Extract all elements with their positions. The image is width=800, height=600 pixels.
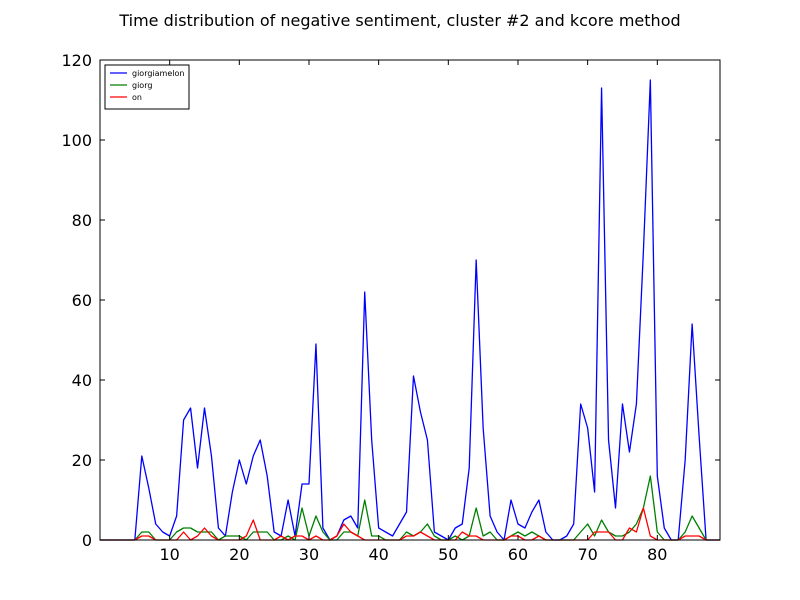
- series-line-giorgiamelon: [100, 79, 720, 541]
- plot-area: [100, 60, 720, 540]
- y-tick-label: 100: [61, 131, 92, 150]
- x-tick-label: 10: [159, 545, 179, 564]
- x-tick-label: 40: [368, 545, 388, 564]
- y-tick-label: 0: [82, 531, 92, 550]
- x-tick-label: 70: [577, 545, 597, 564]
- y-tick-label: 20: [72, 451, 92, 470]
- legend-label-giorg: giorg: [132, 81, 152, 90]
- legend-label-on: on: [132, 93, 142, 102]
- legend-box: [104, 64, 190, 110]
- chart-title: Time distribution of negative sentiment,…: [118, 11, 680, 30]
- y-tick-label: 80: [72, 211, 92, 230]
- axes-layer: 10 20 30 40 50 60 70 80 0 20 40 60 80 100 120: [61, 51, 721, 564]
- legend: giorgiamelon giorg on: [104, 64, 190, 110]
- plot-background: [100, 60, 720, 540]
- x-tick-label: 80: [647, 545, 667, 564]
- x-tick-label: 60: [508, 545, 528, 564]
- series-line-giorg: [100, 475, 720, 541]
- legend-label-giorgiamelon: giorgiamelon: [132, 69, 184, 78]
- y-tick-label: 60: [72, 291, 92, 310]
- y-tick-label: 120: [61, 51, 92, 70]
- y-tick-label: 40: [72, 371, 92, 390]
- x-tick-label: 30: [299, 545, 319, 564]
- x-tick-label: 50: [438, 545, 458, 564]
- x-tick-label: 20: [229, 545, 249, 564]
